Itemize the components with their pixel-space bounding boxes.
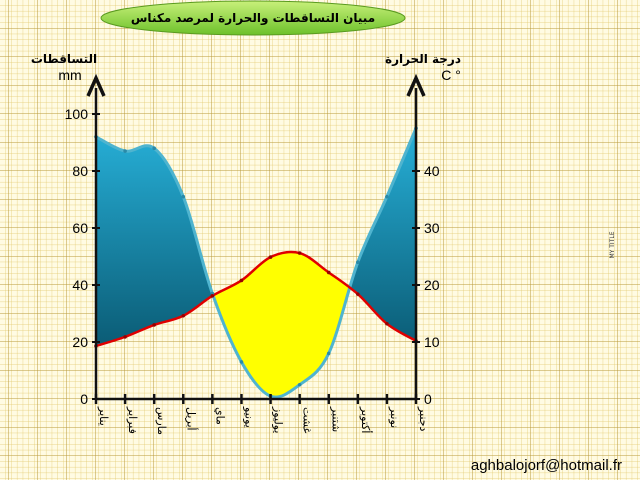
month-label: غشت: [301, 407, 314, 434]
temperature-point: [326, 270, 331, 275]
precipitation-point: [297, 382, 302, 387]
month-label: نونبر: [388, 406, 401, 428]
right-axis-unit: C °: [441, 67, 461, 83]
month-label: ماي: [213, 407, 226, 425]
left-tick-label: 0: [80, 391, 88, 407]
precipitation-point: [326, 351, 331, 356]
right-tick-label: 10: [424, 334, 440, 350]
month-label: شتنبر: [330, 406, 343, 432]
month-label: دجنبر: [417, 406, 430, 432]
left-tick-label: 60: [72, 220, 88, 236]
month-label: مارس: [155, 407, 168, 435]
left-tick-label: 80: [72, 163, 88, 179]
precipitation-point: [181, 194, 186, 199]
precipitation-point: [239, 360, 244, 364]
right-tick-label: 40: [424, 163, 440, 179]
precipitation-point: [385, 194, 389, 199]
footer-email: aghbalojorf@hotmail.fr: [471, 457, 622, 474]
temperature-point: [297, 251, 302, 255]
temperature-point: [210, 294, 215, 298]
chart-title: مبيان التساقطات والحرارة لمرصد مكناس: [131, 11, 375, 26]
temperature-point: [268, 255, 273, 259]
left-tick-label: 40: [72, 277, 88, 293]
title-banner: مبيان التساقطات والحرارة لمرصد مكناس: [100, 0, 406, 36]
temperature-point: [356, 292, 360, 296]
month-label: أكتوبر: [359, 406, 373, 433]
right-tick-label: 30: [424, 220, 440, 236]
precipitation-point: [123, 149, 127, 153]
temperature-point: [152, 323, 156, 327]
precipitation-point: [356, 260, 360, 265]
left-axis-label: التساقطات: [31, 52, 97, 66]
temperature-point: [181, 313, 186, 318]
right-tick-label: 0: [424, 391, 432, 407]
month-label: يونيو: [242, 406, 255, 428]
right-tick-label: 20: [424, 277, 440, 293]
month-label: أبريل: [184, 407, 198, 431]
side-title: MY TITLE: [609, 231, 616, 258]
month-label: فبراير: [126, 406, 139, 434]
left-axis-arrow-icon: [86, 73, 106, 97]
temperature-line: [95, 250, 417, 348]
left-tick-label: 20: [72, 334, 88, 350]
temperature-point: [123, 335, 127, 339]
month-label: يوليوز: [272, 406, 285, 433]
right-axis-label: درجة الحرارة: [385, 52, 461, 66]
left-tick-label: 100: [65, 106, 89, 122]
temperature-point: [385, 321, 389, 326]
right-axis-arrow-icon: [406, 73, 426, 97]
precipitation-point: [152, 146, 156, 150]
month-label: يناير: [97, 406, 110, 426]
left-axis-unit: mm: [58, 67, 81, 83]
temperature-point: [239, 278, 244, 283]
